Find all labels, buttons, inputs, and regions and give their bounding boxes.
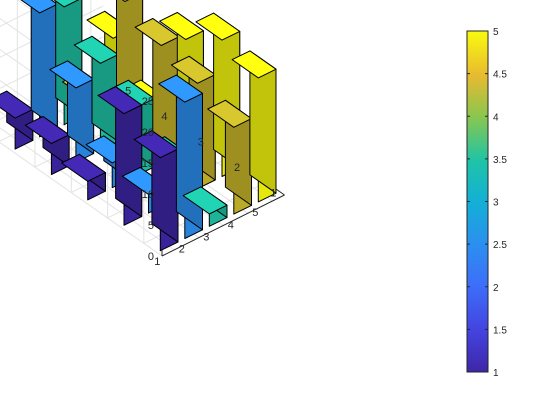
bar [61,153,106,201]
z-tick-label: 10 [142,189,154,201]
bar-top-face [49,60,95,89]
bar-top-face [61,153,106,182]
colorbar-tick-label: 1 [493,368,499,379]
bar [20,0,58,138]
z-tick-label: 0 [148,251,154,263]
bar-top-face [231,50,277,79]
bar-top-face [159,12,204,40]
colorbar-ticks: 1 1.5 2 2.5 3 3.5 4 4.5 5 [467,27,507,379]
y-tick-label: 3 [198,137,204,149]
bar-side-face [30,0,58,129]
colorbar-ramp [466,30,489,373]
colorbar-tick-label: 4 [493,112,499,123]
z-tick-label: 20 [142,127,154,139]
y-tick-label: 2 [234,162,240,174]
z-tick-label: 15 [142,158,154,170]
colorbar-tick-label: 5 [493,27,499,38]
bar-top-face [170,55,216,84]
bar-top-face [134,18,180,46]
bar-top-face [97,86,143,115]
bar-top-face [182,186,228,215]
z-tick-label: 5 [148,220,154,232]
x-tick-label: 3 [203,232,209,244]
bar-top-face [207,99,252,128]
colorbar-tick-label: 4.5 [493,70,507,81]
x-tick-label: 5 [252,207,258,219]
bar-top-face [158,74,203,103]
bar-top-face [195,12,241,41]
colorbar-tick-label: 3.5 [493,155,507,166]
bar [182,186,228,227]
bar-top-face [133,130,179,159]
colorbar-tick-label: 2.5 [493,240,507,251]
bar-top-face [20,0,58,14]
z-tick-label: 25 [142,96,154,108]
gridline-x [0,127,175,251]
bar-top-face [53,0,80,8]
y-tick-label: 5 [125,86,131,98]
x-tick-label: 4 [228,219,234,231]
colorbar-tick-label: 2 [493,283,499,294]
bar [133,130,179,252]
colorbar-tick-label: 3 [493,198,499,209]
y-tick-label: 1 [270,187,276,199]
bar-top-face [73,35,119,64]
x-tick-label: 1 [154,256,160,268]
bar [0,90,34,150]
bar-top-face [121,0,130,2]
bar-top-face [0,90,34,119]
bar [24,116,70,175]
x-tick-label: 2 [179,244,185,256]
bar [49,60,95,163]
bar-top-face [24,116,70,144]
bar [231,50,277,203]
y-tick-label: 4 [161,111,167,123]
colorbar: 1 1.5 2 2.5 3 3.5 4 4.5 5 [466,27,507,379]
bars [0,0,277,252]
x-axis-line [161,194,285,257]
colorbar-tick-label: 1.5 [493,325,507,336]
